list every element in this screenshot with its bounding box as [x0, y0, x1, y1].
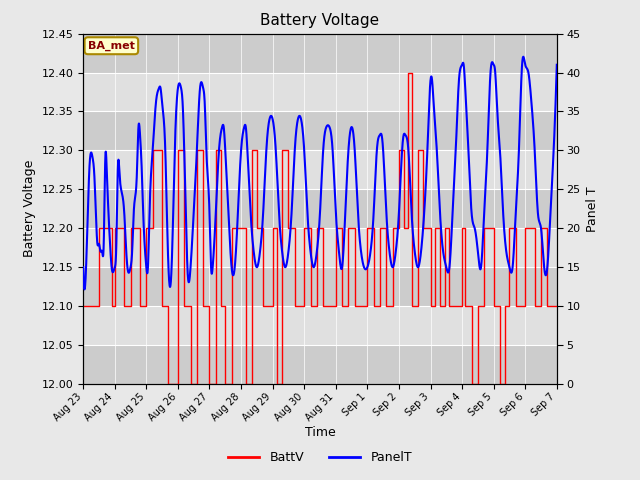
Bar: [83, 150, 557, 189]
Bar: [83, 228, 557, 267]
Y-axis label: Panel T: Panel T: [586, 186, 599, 232]
Bar: [83, 267, 557, 306]
Bar: [83, 345, 557, 384]
Bar: [83, 72, 557, 111]
Title: Battery Voltage: Battery Voltage: [260, 13, 380, 28]
X-axis label: Time: Time: [305, 426, 335, 439]
Bar: [83, 189, 557, 228]
Text: BA_met: BA_met: [88, 41, 135, 51]
Bar: [83, 111, 557, 150]
Y-axis label: Battery Voltage: Battery Voltage: [23, 160, 36, 257]
Bar: [83, 34, 557, 72]
Legend: BattV, PanelT: BattV, PanelT: [223, 446, 417, 469]
Bar: [83, 306, 557, 345]
